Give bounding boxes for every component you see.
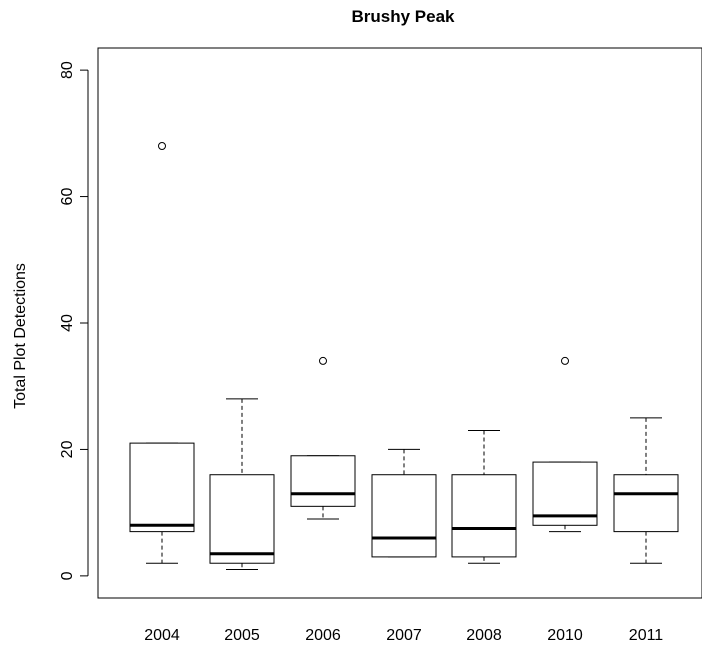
y-tick-label: 0 (59, 571, 76, 580)
x-tick-label: 2008 (466, 627, 502, 644)
box-2004 (129, 141, 195, 564)
outlier-point (561, 356, 569, 365)
x-tick-label: 2004 (144, 627, 180, 644)
box-iqr (290, 455, 356, 507)
box-iqr (613, 474, 679, 533)
box-iqr (129, 442, 195, 533)
outlier-point (319, 356, 327, 365)
box-2011 (613, 417, 679, 564)
boxes (129, 141, 679, 571)
x-tick-label: 2011 (629, 627, 664, 644)
y-axis-label: Total Plot Detections (12, 263, 29, 409)
y-tick-label: 40 (59, 314, 76, 332)
x-tick-label: 2010 (547, 627, 583, 644)
y-tick-label: 60 (59, 188, 76, 206)
box-iqr (209, 474, 275, 564)
plot-frame (97, 47, 702, 599)
x-tick-label: 2005 (224, 627, 260, 644)
chart-title: Brushy Peak (352, 7, 456, 26)
box-iqr (451, 474, 517, 558)
x-tick-label: 2006 (305, 627, 341, 644)
box-2010 (532, 356, 598, 533)
box-2008 (451, 429, 517, 564)
outlier-point (158, 141, 166, 150)
box-2005 (209, 398, 275, 571)
x-tick-label: 2007 (386, 627, 422, 644)
box-iqr (371, 474, 437, 558)
y-axis: 0 20 40 60 80 (59, 61, 89, 580)
box-2007 (371, 448, 437, 558)
x-axis-tick-labels: 2004 2005 2006 2007 2008 2010 2011 (144, 627, 663, 644)
box-2006 (290, 356, 356, 520)
y-tick-label: 20 (59, 440, 76, 458)
y-tick-label: 80 (59, 61, 76, 79)
